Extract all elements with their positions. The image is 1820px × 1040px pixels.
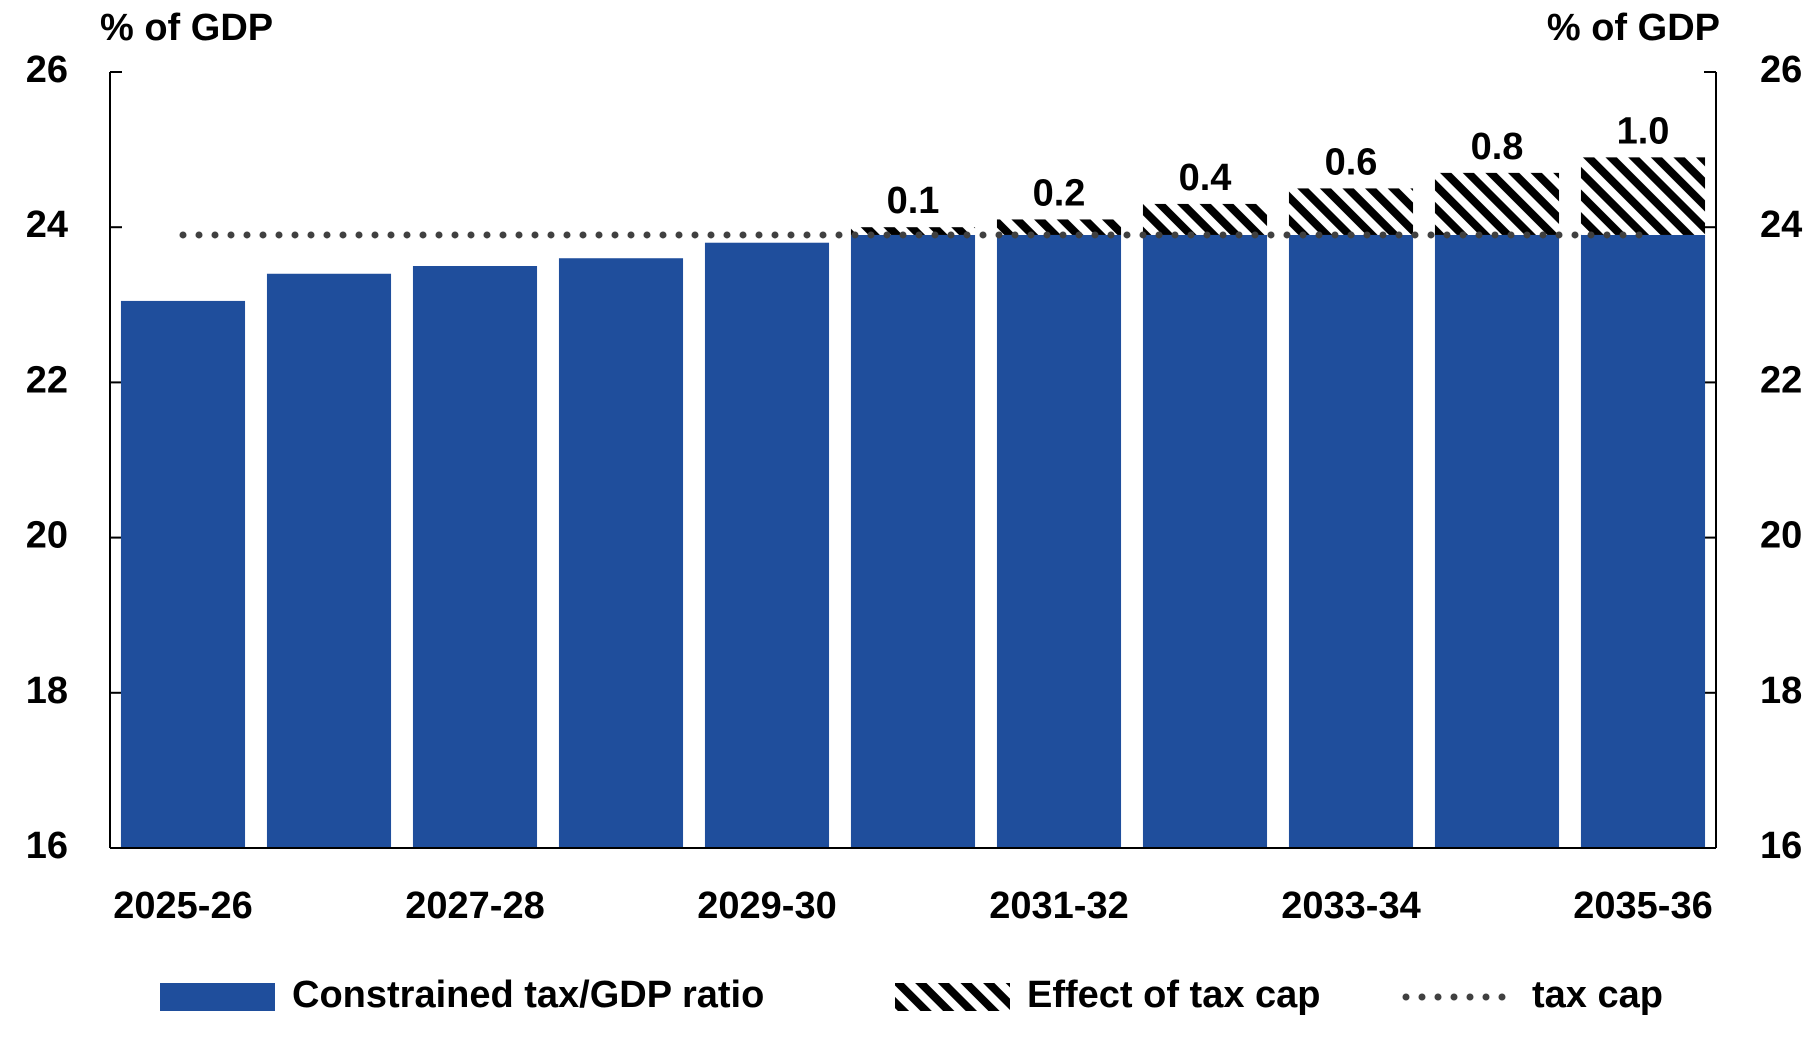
x-tick-label: 2029-30 bbox=[697, 885, 836, 927]
y2-tick-label: 24 bbox=[1760, 204, 1802, 246]
bar-segment bbox=[1288, 234, 1414, 848]
bar-segment bbox=[850, 234, 976, 848]
legend-swatch bbox=[160, 983, 275, 1011]
bar-segment bbox=[996, 234, 1122, 848]
bar-segment bbox=[558, 258, 684, 848]
x-tick-label: 2031-32 bbox=[989, 885, 1128, 927]
x-tick-label: 2033-34 bbox=[1281, 885, 1420, 927]
bar-segment bbox=[266, 273, 392, 848]
y2-tick-label: 26 bbox=[1760, 49, 1802, 91]
x-tick-label: 2035-36 bbox=[1573, 885, 1712, 927]
data-label: 0.1 bbox=[887, 180, 940, 222]
x-tick-label: 2027-28 bbox=[405, 885, 544, 927]
bar-segment bbox=[1434, 234, 1560, 848]
y-tick-label: 26 bbox=[26, 49, 68, 91]
y2-tick-label: 16 bbox=[1760, 825, 1802, 867]
bar-segment bbox=[412, 266, 538, 848]
legend-swatch bbox=[895, 983, 1010, 1011]
legend-label: Constrained tax/GDP ratio bbox=[292, 974, 764, 1016]
y2-axis-label: % of GDP bbox=[1547, 7, 1720, 49]
y2-tick-label: 22 bbox=[1760, 359, 1802, 401]
y-tick-label: 24 bbox=[26, 204, 68, 246]
bar-segment bbox=[1434, 172, 1560, 235]
y2-tick-label: 18 bbox=[1760, 670, 1802, 712]
bar-segment bbox=[850, 227, 976, 235]
bar-segment bbox=[1288, 188, 1414, 235]
y-tick-label: 20 bbox=[26, 515, 68, 557]
y-tick-label: 22 bbox=[26, 359, 68, 401]
data-label: 0.2 bbox=[1033, 172, 1086, 214]
data-label: 0.6 bbox=[1325, 141, 1378, 183]
bar-segment bbox=[704, 242, 830, 849]
data-label: 0.8 bbox=[1471, 126, 1524, 168]
bar-segment bbox=[1580, 157, 1706, 235]
legend-label: tax cap bbox=[1532, 974, 1663, 1016]
x-tick-label: 2025-26 bbox=[113, 885, 252, 927]
bar-segment bbox=[996, 219, 1122, 235]
bar-segment bbox=[1142, 234, 1268, 848]
bar-segment bbox=[1142, 203, 1268, 235]
bar-segment bbox=[1580, 234, 1706, 848]
y-axis-label: % of GDP bbox=[100, 7, 273, 49]
data-label: 0.4 bbox=[1179, 157, 1232, 199]
data-label: 1.0 bbox=[1617, 110, 1670, 152]
bar-segment bbox=[120, 300, 246, 848]
y-tick-label: 18 bbox=[26, 670, 68, 712]
y-tick-label: 16 bbox=[26, 825, 68, 867]
legend-label: Effect of tax cap bbox=[1027, 974, 1321, 1016]
y2-tick-label: 20 bbox=[1760, 515, 1802, 557]
